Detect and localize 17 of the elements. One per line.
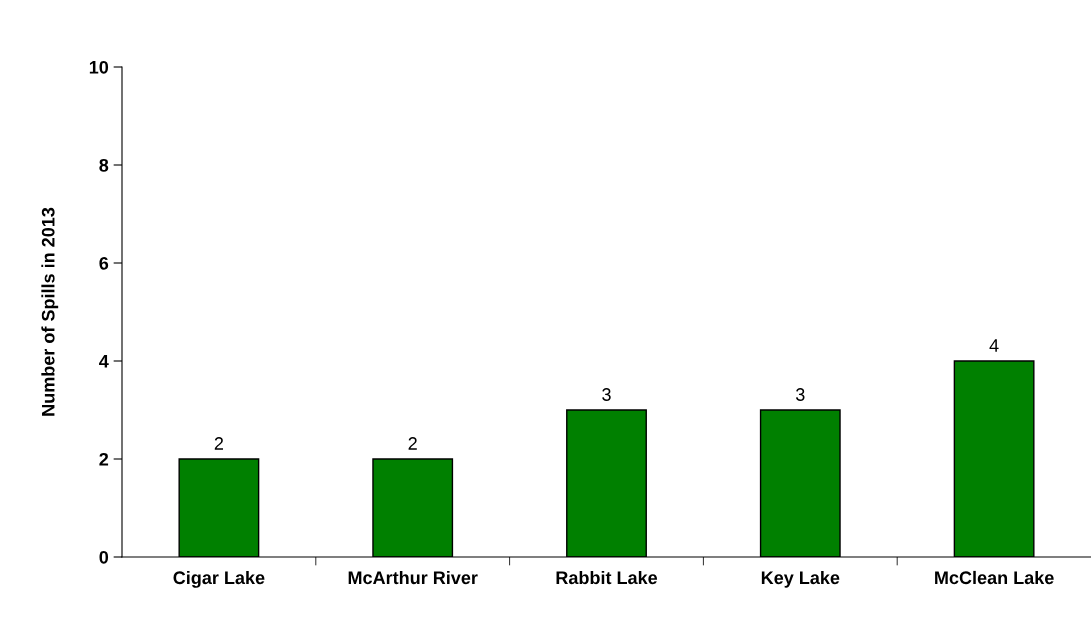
- x-tick-label: McClean Lake: [935, 570, 1054, 585]
- y-tick-label: 2: [99, 452, 109, 466]
- data-label: 3: [602, 388, 611, 401]
- data-label: 3: [795, 388, 805, 401]
- y-tick-label: 0: [99, 550, 109, 564]
- y-tick-label: 4: [99, 355, 109, 368]
- x-tick-label: McArthur River: [348, 570, 478, 585]
- data-label: 2: [214, 437, 224, 450]
- y-tick-label: 10: [89, 60, 109, 74]
- y-tick-label: 8: [99, 158, 109, 172]
- x-tick-label: Cigar Lake: [173, 570, 265, 588]
- x-tick-label: Rabbit Lake: [556, 570, 658, 585]
- x-tick-label: Key Lake: [761, 570, 840, 588]
- y-tick-label: 6: [99, 256, 109, 270]
- y-axis-title: Number of Spills in 2013: [41, 207, 59, 416]
- data-label: 2: [408, 437, 417, 450]
- data-label: 4: [989, 339, 999, 352]
